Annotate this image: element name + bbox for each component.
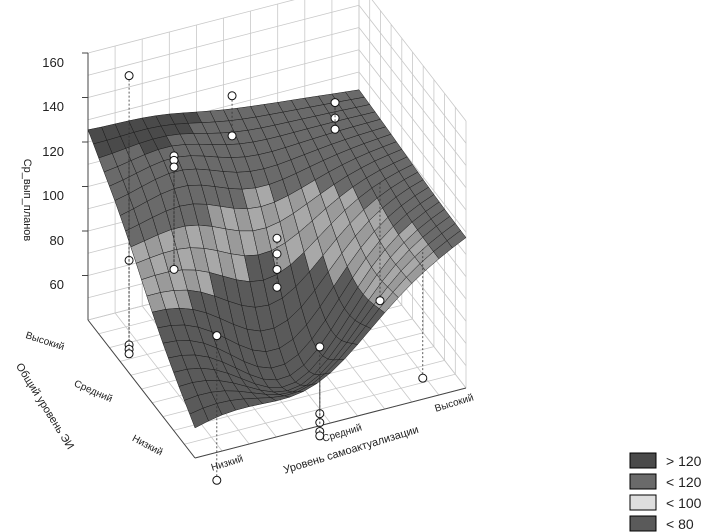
- data-point: [272, 249, 282, 259]
- data-point: [272, 264, 282, 274]
- data-point: [272, 282, 282, 292]
- data-point: [315, 431, 325, 441]
- data-point: [272, 233, 282, 243]
- data-point: [212, 475, 222, 485]
- y-tick-label: Средний: [72, 378, 114, 405]
- data-point: [169, 264, 179, 274]
- legend-swatch: [629, 473, 657, 490]
- data-point: [330, 124, 340, 134]
- data-point: [124, 349, 134, 359]
- y-tick-label: Низкий: [130, 433, 164, 458]
- legend-label: < 80: [666, 516, 694, 532]
- z-tick-label: 120: [42, 144, 64, 159]
- z-axis: 160 140 120 100 80 60 Ср_вып_планов: [21, 55, 64, 292]
- data-points: [124, 71, 428, 485]
- surface-mesh: [87, 89, 467, 429]
- y-tick-label: Высокий: [24, 330, 66, 353]
- data-point: [227, 91, 237, 101]
- right-wall-grid-line: [358, 27, 467, 166]
- back-wall-grid-line: [87, 0, 295, 54]
- right-wall-grid-line: [358, 71, 467, 211]
- x-tick-label: Низкий: [210, 454, 245, 474]
- z-tick-label: 60: [50, 277, 64, 292]
- y-axis: Высокий Средний Низкий Общий уровень ЭИ: [13, 330, 164, 458]
- x-axis-line: [194, 387, 467, 459]
- legend-swatch: [629, 494, 657, 511]
- z-tick-label: 160: [42, 55, 64, 70]
- data-point: [315, 342, 325, 352]
- data-point: [227, 131, 237, 141]
- legend-label: > 120: [666, 453, 702, 469]
- legend-label: < 100: [666, 495, 702, 511]
- z-tick-label: 80: [50, 233, 64, 248]
- data-point: [169, 162, 179, 172]
- right-wall-grid-line: [371, 0, 467, 122]
- legend: > 120 < 120 < 100 < 80: [629, 452, 702, 532]
- z-tick-label: 140: [42, 99, 64, 114]
- y-axis-title: Общий уровень ЭИ: [13, 361, 76, 452]
- data-point: [212, 331, 222, 341]
- legend-label: < 120: [666, 474, 702, 490]
- y-axis-line: [87, 319, 196, 459]
- back-wall-grid-line: [87, 49, 360, 121]
- data-point: [418, 373, 428, 383]
- data-point: [375, 296, 385, 306]
- surface-cell: [446, 230, 467, 249]
- right-wall-grid-line: [358, 49, 467, 188]
- z-tick-label: 100: [42, 188, 64, 203]
- x-tick-label: Высокий: [433, 392, 475, 414]
- data-point: [124, 71, 134, 81]
- back-wall-grid-line: [87, 27, 360, 98]
- legend-swatch: [629, 515, 657, 532]
- z-axis-title: Ср_вып_планов: [21, 159, 33, 242]
- back-wall-grid-line: [87, 4, 360, 76]
- right-wall-grid-line: [358, 5, 467, 144]
- data-point: [330, 98, 340, 108]
- data-point: [330, 113, 340, 123]
- legend-swatch: [629, 452, 657, 469]
